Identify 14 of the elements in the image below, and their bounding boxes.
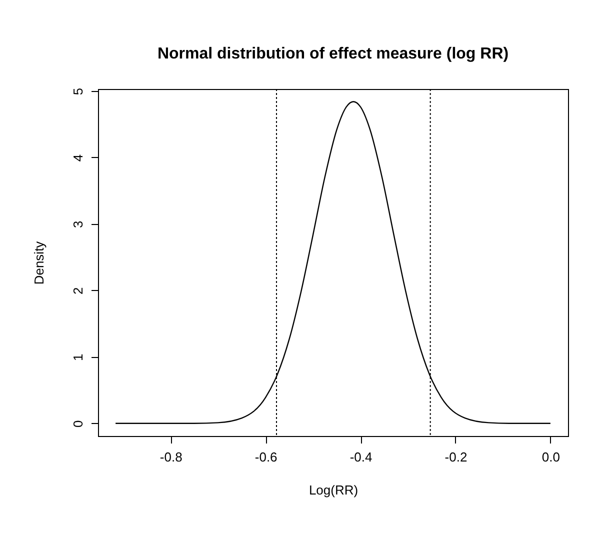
x-tick-label: -0.8 xyxy=(160,450,182,464)
chart-title: Normal distribution of effect measure (log RR) xyxy=(157,45,509,62)
y-tick-label: 4 xyxy=(70,154,86,162)
x-tick-label: -0.2 xyxy=(444,450,468,464)
y-tick-label: 2 xyxy=(70,287,86,295)
y-axis-title: Density xyxy=(32,240,46,285)
y-tick-label: 3 xyxy=(70,220,86,228)
x-tick-label: 0.0 xyxy=(542,450,560,464)
x-tick-label: -0.4 xyxy=(350,450,372,464)
x-tick-label: -0.6 xyxy=(254,450,278,464)
y-tick-label: 1 xyxy=(70,354,86,362)
x-axis-title: Log(RR) xyxy=(308,482,358,498)
y-tick-label: 5 xyxy=(70,88,86,96)
y-tick-label: 0 xyxy=(70,420,86,428)
